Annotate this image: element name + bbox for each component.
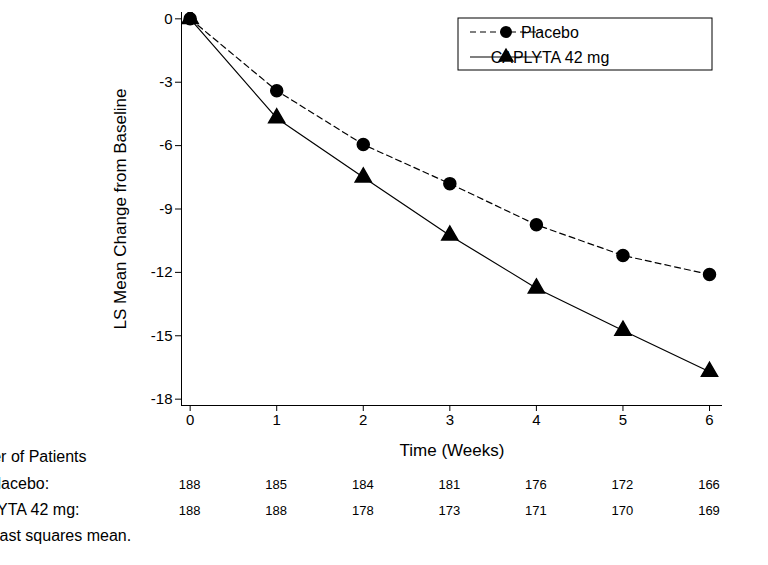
svg-text:173: 173 — [438, 503, 460, 518]
svg-text:181: 181 — [438, 477, 460, 492]
svg-text:2: 2 — [359, 411, 367, 428]
svg-text:Placebo:: Placebo: — [0, 475, 49, 492]
svg-text:LS mean = least squares mean.: LS mean = least squares mean. — [0, 527, 131, 544]
svg-text:178: 178 — [352, 503, 374, 518]
svg-text:CAPLYTA 42 mg: CAPLYTA 42 mg — [491, 49, 610, 66]
svg-text:171: 171 — [525, 503, 547, 518]
svg-text:3: 3 — [446, 411, 454, 428]
svg-text:-15: -15 — [151, 327, 173, 344]
svg-text:-6: -6 — [159, 136, 172, 153]
svg-text:188: 188 — [179, 477, 201, 492]
svg-text:-12: -12 — [151, 263, 173, 280]
svg-text:Time (Weeks): Time (Weeks) — [400, 441, 505, 460]
svg-text:LS Mean Change from Baseline: LS Mean Change from Baseline — [111, 89, 130, 330]
svg-text:0: 0 — [164, 10, 172, 27]
svg-text:172: 172 — [612, 477, 634, 492]
svg-text:188: 188 — [265, 503, 287, 518]
svg-text:4: 4 — [532, 411, 540, 428]
svg-text:176: 176 — [525, 477, 547, 492]
svg-text:Placebo: Placebo — [521, 24, 579, 41]
svg-text:Number of Patients: Number of Patients — [0, 448, 86, 465]
svg-text:-18: -18 — [151, 390, 173, 407]
svg-text:-3: -3 — [159, 73, 172, 90]
svg-text:CAPLYTA 42 mg:: CAPLYTA 42 mg: — [0, 501, 80, 518]
svg-text:5: 5 — [619, 411, 627, 428]
svg-text:185: 185 — [265, 477, 287, 492]
svg-text:1: 1 — [273, 411, 281, 428]
svg-text:0: 0 — [186, 411, 194, 428]
svg-text:169: 169 — [698, 503, 720, 518]
svg-text:170: 170 — [612, 503, 634, 518]
svg-text:6: 6 — [705, 411, 713, 428]
svg-text:184: 184 — [352, 477, 374, 492]
svg-text:-9: -9 — [159, 200, 172, 217]
svg-text:188: 188 — [179, 503, 201, 518]
svg-text:166: 166 — [698, 477, 720, 492]
